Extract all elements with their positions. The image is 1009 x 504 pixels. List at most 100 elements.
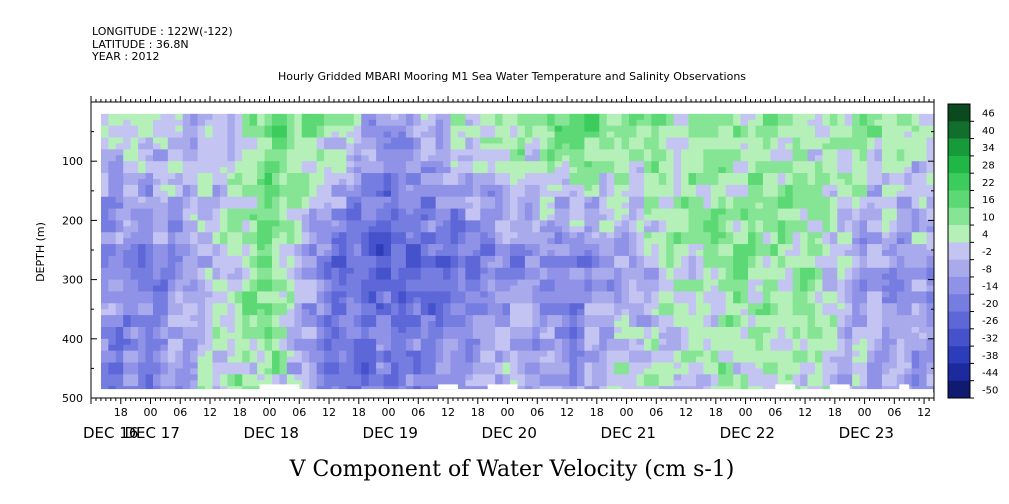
heatmap-cell [874,137,883,144]
heatmap-cell [279,321,288,328]
heatmap-cell [272,309,280,316]
heatmap-cell [822,279,831,286]
heatmap-cell [413,255,422,263]
heatmap-cell [391,315,399,322]
heatmap-cell [629,332,637,340]
heatmap-cell [167,356,176,363]
heatmap-cell [272,321,280,328]
heatmap-cell [420,161,429,168]
heatmap-cell [629,196,637,204]
heatmap-cell [517,368,526,375]
heatmap-cell [703,338,712,346]
heatmap-cell [599,356,608,363]
heatmap-cell [472,232,481,239]
heatmap-cell [755,291,764,298]
heatmap-cell [576,184,585,192]
heatmap-cell [524,143,533,150]
heatmap-cell [740,350,749,357]
heatmap-cell [554,303,563,310]
heatmap-cell [770,315,779,322]
heatmap-cell [324,285,332,292]
heatmap-cell [829,167,838,174]
heatmap-cell [614,113,622,121]
heatmap-cell [576,255,585,263]
heatmap-cell [718,356,727,363]
heatmap-cell [160,267,169,275]
heatmap-cell [130,196,139,204]
heatmap-cell [242,119,251,127]
heatmap-cell [361,125,370,132]
heatmap-cell [859,250,868,257]
heatmap-cell [465,261,474,269]
heatmap-cell [725,326,734,334]
heatmap-cell [123,338,132,346]
heatmap-cell [829,178,838,186]
heatmap-cell [599,190,608,198]
heatmap-cell [279,291,288,298]
heatmap-cell [881,291,890,298]
heatmap-cell [725,202,734,209]
heatmap-cell [234,285,243,292]
heatmap-cell [859,184,868,192]
heatmap-cell [688,226,697,233]
heatmap-cell [829,125,838,132]
heatmap-cell [688,321,697,328]
heatmap-cell [837,113,846,121]
heatmap-cell [584,125,593,132]
heatmap-cell [138,303,146,310]
heatmap-cell [167,344,176,352]
heatmap-cell [234,326,243,334]
heatmap-cell [762,161,771,168]
heatmap-cell [368,155,377,162]
heatmap-cell [346,244,355,251]
heatmap-cell [190,155,199,162]
heatmap-cell [844,220,853,227]
heatmap-cell [152,232,161,239]
heatmap-cell [264,190,273,198]
heatmap-cell [703,250,712,257]
heatmap-cell [443,250,451,257]
heatmap-cell [881,125,890,132]
heatmap-cell [123,113,132,121]
heatmap-cell [629,161,637,168]
heatmap-cell [227,285,236,292]
heatmap-cell [257,321,265,328]
heatmap-cell [353,297,362,304]
heatmap-cell [829,149,838,156]
heatmap-cell [405,178,414,186]
heatmap-cell [643,137,652,144]
heatmap-cell [428,155,437,162]
heatmap-cell [227,297,236,304]
heatmap-cell [465,244,474,251]
heatmap-cell [376,309,384,316]
heatmap-cell [636,125,645,132]
heatmap-cell [145,131,154,138]
heatmap-cell [242,267,251,275]
heatmap-cell [614,344,622,352]
heatmap-cell [487,321,496,328]
heatmap-cell [346,202,355,209]
heatmap-cell [562,326,570,334]
heatmap-cell [272,226,280,233]
heatmap-cell [138,267,146,275]
heatmap-cell [242,178,251,186]
heatmap-cell [338,131,347,138]
heatmap-cell [517,362,526,369]
heatmap-cell [420,214,429,221]
heatmap-cell [673,238,682,245]
heatmap-cell [405,344,414,352]
heatmap-cell [361,332,370,340]
heatmap-cell [762,173,771,180]
heatmap-cell [591,279,600,286]
heatmap-cell [725,267,734,275]
heatmap-cell [457,208,466,215]
heatmap-cell [428,303,437,310]
heatmap-cell [629,190,637,198]
heatmap-cell [219,226,228,233]
heatmap-cell [130,125,139,132]
heatmap-cell [807,291,816,298]
heatmap-cell [748,255,756,263]
heatmap-cell [279,309,288,316]
heatmap-cell [376,380,384,387]
heatmap-cell [844,238,853,245]
